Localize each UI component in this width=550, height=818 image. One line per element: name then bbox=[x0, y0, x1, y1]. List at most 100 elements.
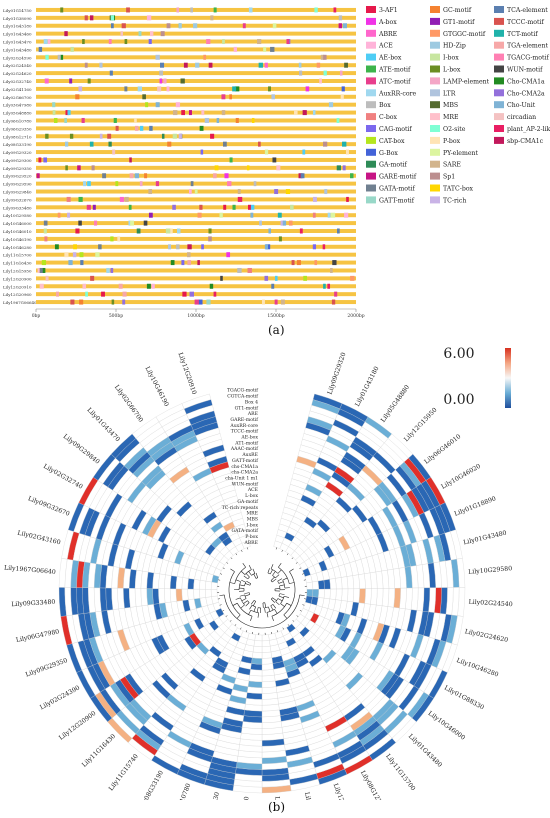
row-label: MBS bbox=[247, 516, 258, 522]
tree-leaf bbox=[291, 557, 294, 560]
element-mark bbox=[60, 7, 64, 13]
element-mark bbox=[118, 283, 123, 289]
row-label: ARE bbox=[247, 411, 258, 417]
element-mark bbox=[64, 31, 68, 37]
tree-arc bbox=[283, 571, 296, 616]
tree-branch bbox=[278, 563, 282, 568]
gene-track bbox=[36, 71, 356, 76]
element-mark bbox=[89, 141, 94, 147]
element-mark bbox=[302, 149, 306, 155]
element-mark bbox=[330, 267, 333, 273]
element-mark bbox=[189, 291, 194, 297]
x-tick-label: 1000bp bbox=[187, 313, 204, 319]
element-mark bbox=[137, 86, 143, 92]
gene-label: Lily09G29590 bbox=[3, 182, 32, 187]
heat-cell bbox=[181, 588, 189, 601]
gene-track bbox=[36, 39, 356, 44]
tree-leaf bbox=[301, 573, 304, 575]
x-axis: 0bp 500bp 1000bp 1500bp 2000bp bbox=[32, 308, 365, 319]
element-mark bbox=[188, 110, 192, 116]
gene-label: Lily01G43480 bbox=[407, 733, 443, 769]
element-mark bbox=[82, 283, 87, 289]
heat-cell bbox=[329, 588, 337, 600]
tree-leaf bbox=[281, 549, 283, 552]
gene-label: Lily06G46010 bbox=[423, 433, 462, 466]
element-mark bbox=[119, 196, 124, 202]
element-mark bbox=[166, 86, 170, 92]
element-mark bbox=[157, 86, 162, 92]
element-mark bbox=[250, 204, 255, 210]
element-mark bbox=[275, 275, 278, 281]
element-mark bbox=[69, 133, 74, 139]
row-label: chs-CMA1a bbox=[231, 464, 258, 470]
legend-label: G-Box bbox=[379, 150, 398, 157]
legend-label: PY-element bbox=[443, 150, 478, 157]
tree-arc bbox=[275, 598, 279, 602]
element-mark bbox=[291, 260, 295, 266]
element-mark bbox=[83, 181, 87, 187]
element-mark bbox=[52, 102, 56, 108]
legend-swatch bbox=[430, 41, 440, 49]
colorbar-gradient bbox=[505, 348, 511, 408]
heat-cell bbox=[211, 581, 218, 590]
gene-label: Lily02G66700 bbox=[3, 95, 32, 100]
tree-branch bbox=[243, 575, 248, 580]
element-mark bbox=[339, 70, 343, 76]
legend-swatch bbox=[430, 29, 440, 37]
legend-swatch bbox=[430, 65, 440, 73]
gene-label: Lily01G43470 bbox=[3, 40, 32, 45]
tree-arc bbox=[247, 576, 250, 580]
tree-arc bbox=[272, 575, 276, 579]
element-mark bbox=[120, 31, 124, 37]
element-mark bbox=[148, 212, 153, 218]
gene-label: Lily12G20940 bbox=[332, 782, 354, 800]
element-mark bbox=[178, 23, 182, 29]
tree-branch bbox=[248, 571, 252, 576]
gene-track bbox=[36, 213, 356, 218]
gene-track bbox=[36, 79, 356, 83]
heat-cell bbox=[187, 578, 195, 590]
gene-track bbox=[36, 94, 356, 99]
element-mark bbox=[271, 94, 275, 100]
gene-label: Lily01G43460 bbox=[3, 32, 32, 37]
element-mark bbox=[346, 196, 349, 202]
row-label: Box 4 bbox=[245, 399, 258, 405]
row-label: TGACG-motif bbox=[227, 388, 258, 394]
element-mark bbox=[73, 244, 77, 250]
element-mark bbox=[181, 110, 186, 116]
heat-cell bbox=[170, 588, 177, 603]
element-mark bbox=[222, 39, 225, 45]
element-mark bbox=[332, 260, 337, 266]
heat-cell bbox=[253, 640, 263, 647]
element-mark bbox=[187, 244, 192, 250]
tree-branch bbox=[253, 606, 256, 612]
element-mark bbox=[87, 181, 91, 187]
element-mark bbox=[143, 220, 148, 226]
gene-track bbox=[36, 284, 356, 289]
element-mark bbox=[181, 260, 185, 266]
element-mark bbox=[102, 173, 107, 179]
element-mark bbox=[80, 260, 84, 266]
element-mark bbox=[198, 299, 203, 305]
element-mark bbox=[159, 62, 165, 68]
element-mark bbox=[124, 196, 129, 202]
element-mark bbox=[264, 149, 269, 155]
tree-leaf bbox=[240, 627, 242, 630]
gene-label: Lily01G14750 bbox=[240, 796, 250, 800]
element-mark bbox=[57, 54, 61, 60]
gene-label: Lily11G16430 bbox=[81, 733, 117, 769]
element-mark bbox=[278, 236, 282, 242]
element-mark bbox=[53, 117, 58, 123]
element-mark bbox=[280, 220, 285, 226]
legend-label: TCA-element bbox=[507, 7, 548, 14]
element-mark bbox=[65, 110, 69, 116]
element-mark bbox=[296, 260, 301, 266]
element-mark bbox=[64, 117, 67, 123]
row-label: ABRE bbox=[243, 540, 258, 546]
tree-branch bbox=[272, 578, 277, 583]
tree-branch bbox=[244, 592, 250, 594]
gene-label: Lily01G43180 bbox=[3, 24, 32, 29]
element-mark bbox=[305, 86, 310, 92]
